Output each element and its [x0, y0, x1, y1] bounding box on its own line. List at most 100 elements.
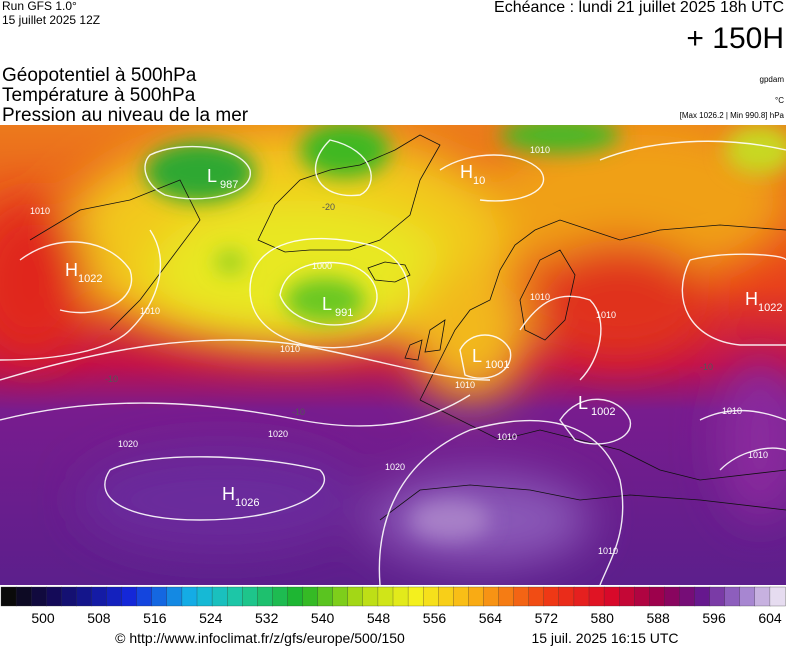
colorbar-swatch — [754, 586, 771, 607]
contour-label: 1020 — [385, 462, 405, 472]
field-label: Température à 500hPa — [2, 85, 196, 106]
colorbar-swatch — [573, 586, 590, 607]
colorbar-swatch — [31, 586, 47, 607]
isobar — [144, 145, 251, 200]
center-value: 987 — [220, 179, 238, 191]
lead-time: + 150H — [686, 22, 784, 55]
colorbar-tick-label: 556 — [423, 610, 447, 626]
isobar — [314, 139, 372, 197]
init-label: 15 juillet 2025 12Z — [2, 13, 100, 27]
colorbar-swatch — [151, 586, 168, 607]
colorbar-swatch — [287, 586, 304, 607]
colorbar-tick-label: 572 — [535, 610, 559, 626]
contour-label: -10 — [700, 362, 713, 372]
unit-label: [Max 1026.2 | Min 990.8] hPa — [680, 111, 785, 120]
echeance: Echéance : lundi 21 juillet 2025 18h UTC — [494, 0, 784, 16]
contour-label: 1020 — [268, 429, 288, 439]
contour-label: 1010 — [598, 546, 618, 556]
isobar — [599, 140, 786, 161]
isobar — [279, 261, 378, 326]
field-label: Géopotentiel à 500hPa — [2, 65, 197, 86]
contour-label: -20 — [322, 202, 335, 212]
colorbar-tick-label: 564 — [479, 610, 503, 626]
colorbar-tick-label: 548 — [367, 610, 391, 626]
colorbar-tick-label: 588 — [646, 610, 670, 626]
isobar — [249, 237, 410, 349]
colorbar-swatch — [302, 586, 319, 607]
center-symbol: L — [578, 393, 588, 413]
coastline — [519, 249, 576, 341]
colorbar-swatch — [468, 586, 485, 607]
colorbar-swatch — [227, 586, 243, 607]
contour-label: 1010 — [596, 310, 616, 320]
contour-label: 1020 — [118, 439, 138, 449]
colorbar-swatch — [121, 586, 138, 607]
isobar — [19, 241, 133, 314]
contour-label: 1010 — [455, 380, 475, 390]
isobar — [104, 456, 326, 521]
center-symbol: H — [745, 289, 758, 309]
colorbar-swatch — [91, 586, 108, 607]
center-symbol: H — [460, 162, 473, 182]
coastline — [29, 179, 201, 331]
isobar — [0, 394, 471, 427]
center-value: 10 — [473, 175, 485, 187]
center-value: 1026 — [235, 497, 259, 509]
center-symbol: L — [207, 166, 217, 186]
colorbar-tick-label: 516 — [143, 610, 167, 626]
colorbar-swatch — [242, 586, 258, 607]
field-label: Pression au niveau de la mer — [2, 105, 249, 126]
colorbar-swatch — [603, 586, 620, 607]
colorbar-swatch — [528, 586, 545, 607]
isobar — [699, 409, 786, 471]
colorbar-swatch — [739, 586, 756, 607]
contour-label: 1010 — [140, 306, 160, 316]
colorbar-swatch — [769, 586, 786, 607]
colorbar-swatch — [634, 586, 650, 607]
contour-label: 1010 — [530, 145, 550, 155]
colorbar-swatch — [0, 586, 17, 607]
colorbar-swatch — [694, 586, 711, 607]
colorbar-swatch — [558, 586, 575, 607]
field-shading — [0, 125, 786, 565]
contour-label: 1010 — [30, 206, 50, 216]
center-symbol: L — [322, 294, 332, 314]
colorbar-swatch — [61, 586, 78, 607]
unit-label: °C — [775, 96, 784, 105]
center-value: 1022 — [78, 273, 102, 285]
field-lows — [145, 125, 786, 540]
colorbar-swatch — [46, 586, 62, 607]
isobar — [459, 334, 512, 379]
contour-label: 1010 — [722, 406, 742, 416]
colorbar-swatch — [649, 586, 666, 607]
colorbar-swatch — [543, 586, 560, 607]
colorbar-tick-label: 500 — [31, 610, 55, 626]
center-symbol: L — [472, 346, 482, 366]
colorbar-tick-label: 580 — [591, 610, 615, 626]
colorbar-swatch — [588, 586, 605, 607]
colorbar-swatch — [136, 586, 153, 607]
colorbar-swatch — [362, 586, 379, 607]
isobar — [0, 339, 491, 381]
colorbar-tick-label: 524 — [199, 610, 223, 626]
center-symbol: H — [222, 484, 235, 504]
colorbar-swatch — [181, 586, 198, 607]
colorbar-swatch — [513, 586, 530, 607]
colorbar-swatch — [76, 586, 93, 607]
colorbar-tick-label: 540 — [311, 610, 335, 626]
contour-labels: 1010101010001010101010201020102010101010… — [30, 145, 768, 556]
colorbar-swatch — [211, 586, 228, 607]
colorbar-swatch — [317, 586, 334, 607]
contour-label: -10 — [105, 374, 118, 384]
contour-label: 1010 — [530, 292, 550, 302]
contour-label: 1010 — [497, 432, 517, 442]
center-symbol: H — [65, 260, 78, 280]
center-value: 1022 — [758, 302, 782, 314]
contour-label: 1010 — [748, 450, 768, 460]
colorbar-swatch — [407, 586, 424, 607]
contour-label: 1000 — [312, 261, 332, 271]
unit-label: gpdam — [760, 75, 785, 84]
coastline — [419, 219, 786, 401]
